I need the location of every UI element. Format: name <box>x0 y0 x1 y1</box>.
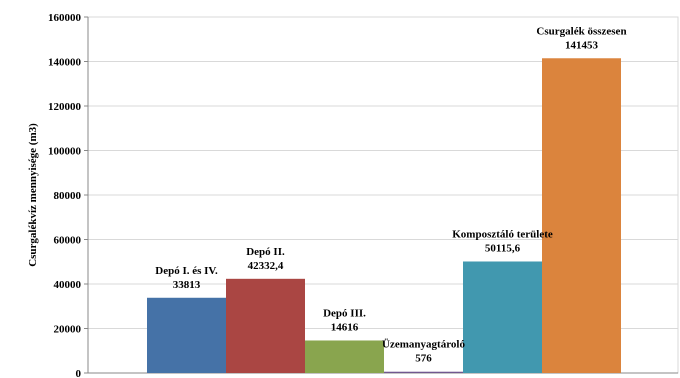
y-tick-label: 0 <box>76 368 82 378</box>
y-tick-label: 100000 <box>48 146 82 158</box>
y-axis-ticks: 0 20000 40000 60000 80000 100000 120000 140000 1… <box>48 12 88 378</box>
y-tick-label: 40000 <box>54 279 82 291</box>
bar-category-label: Depó I. és IV. <box>155 265 218 277</box>
bar <box>384 371 463 373</box>
bar <box>305 340 384 373</box>
bar-value-label: 33813 <box>173 279 201 291</box>
bar-category-label: Komposztáló területe <box>452 228 553 240</box>
bar <box>542 58 621 373</box>
bar-value-label: 576 <box>415 353 432 365</box>
bar-value-label: 50115,6 <box>485 242 521 254</box>
bar-value-label: 14616 <box>331 321 359 333</box>
bar <box>463 261 542 373</box>
bars <box>147 58 621 373</box>
y-tick-label: 20000 <box>54 324 82 336</box>
y-tick-label: 140000 <box>48 57 82 69</box>
y-tick-label: 120000 <box>48 101 82 113</box>
bar-category-label: Depó II. <box>246 246 285 258</box>
bar <box>147 297 226 373</box>
bar <box>226 278 305 373</box>
bar-value-label: 141453 <box>565 39 599 51</box>
y-tick-label: 60000 <box>54 235 82 247</box>
y-tick-label: 80000 <box>54 190 82 202</box>
bar-category-label: Csurgalék összesen <box>536 25 626 37</box>
bar-category-label: Depó III. <box>323 307 366 319</box>
bar-value-label: 42332,4 <box>248 260 284 272</box>
bar-category-label: Üzemanyagtároló <box>382 338 465 351</box>
y-tick-label: 160000 <box>48 12 82 24</box>
data-labels: Depó I. és IV. 33813 Depó II. 42332,4 Depó I… <box>155 25 626 364</box>
y-axis-label: Csurgalékvíz mennyisége (m3) <box>27 123 39 267</box>
